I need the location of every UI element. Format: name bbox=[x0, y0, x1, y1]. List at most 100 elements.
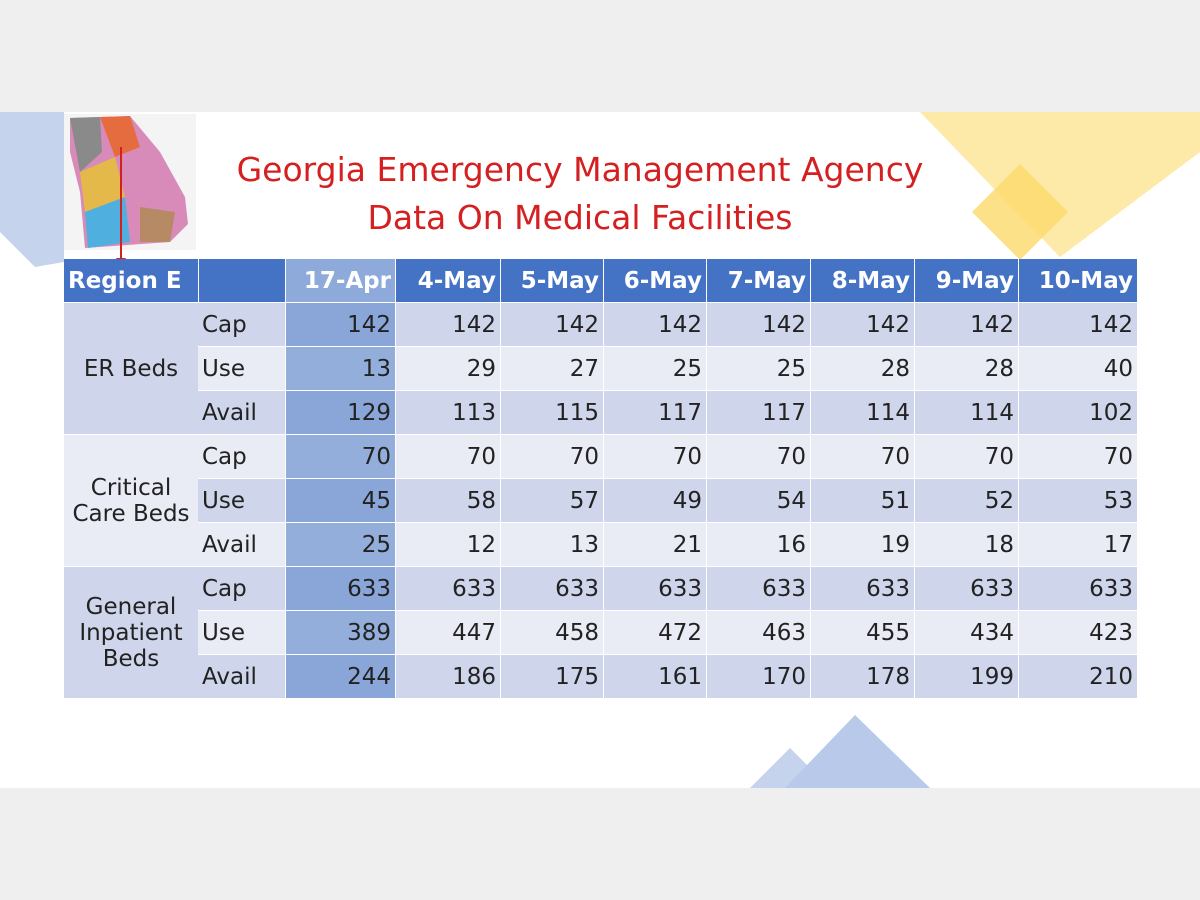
header-date: 10-May bbox=[1018, 259, 1137, 302]
header-date: 7-May bbox=[706, 259, 810, 302]
deco-triangle bbox=[785, 715, 930, 788]
row-label: Cap bbox=[198, 302, 285, 346]
map-region bbox=[140, 207, 175, 242]
value-cell: 12 bbox=[395, 522, 500, 566]
value-cell: 52 bbox=[914, 478, 1018, 522]
group-label: General Inpatient Beds bbox=[64, 566, 198, 698]
header-cell: Region E bbox=[64, 259, 198, 302]
header-cell bbox=[198, 259, 285, 302]
title-line: Georgia Emergency Management Agency bbox=[236, 150, 924, 189]
value-cell: 434 bbox=[914, 610, 1018, 654]
value-cell: 70 bbox=[706, 434, 810, 478]
row-label: Cap bbox=[198, 434, 285, 478]
value-cell: 54 bbox=[706, 478, 810, 522]
value-cell: 633 bbox=[914, 566, 1018, 610]
row-label: Use bbox=[198, 610, 285, 654]
value-cell: 102 bbox=[1018, 390, 1137, 434]
map-region bbox=[80, 157, 125, 212]
value-cell: 142 bbox=[500, 302, 603, 346]
value-cell: 447 bbox=[395, 610, 500, 654]
header-date: 4-May bbox=[395, 259, 500, 302]
header-date: 6-May bbox=[603, 259, 706, 302]
row-label: Use bbox=[198, 478, 285, 522]
value-cell: 29 bbox=[395, 346, 500, 390]
value-cell: 45 bbox=[285, 478, 395, 522]
value-cell: 170 bbox=[706, 654, 810, 698]
value-cell: 633 bbox=[603, 566, 706, 610]
value-cell: 25 bbox=[706, 346, 810, 390]
value-cell: 633 bbox=[500, 566, 603, 610]
value-cell: 199 bbox=[914, 654, 1018, 698]
value-cell: 117 bbox=[603, 390, 706, 434]
value-cell: 161 bbox=[603, 654, 706, 698]
row-label: Cap bbox=[198, 566, 285, 610]
value-cell: 129 bbox=[285, 390, 395, 434]
value-cell: 244 bbox=[285, 654, 395, 698]
group-label-line: General bbox=[85, 593, 177, 620]
header-date: 17-Apr bbox=[285, 259, 395, 302]
map-region bbox=[70, 117, 102, 172]
row-label: Avail bbox=[198, 654, 285, 698]
value-cell: 70 bbox=[395, 434, 500, 478]
value-cell: 19 bbox=[810, 522, 914, 566]
value-cell: 70 bbox=[285, 434, 395, 478]
value-cell: 633 bbox=[1018, 566, 1137, 610]
slide: Georgia Emergency Management Agency Data… bbox=[0, 112, 1200, 788]
value-cell: 113 bbox=[395, 390, 500, 434]
value-cell: 142 bbox=[395, 302, 500, 346]
value-cell: 142 bbox=[285, 302, 395, 346]
value-cell: 458 bbox=[500, 610, 603, 654]
value-cell: 117 bbox=[706, 390, 810, 434]
value-cell: 53 bbox=[1018, 478, 1137, 522]
value-cell: 25 bbox=[603, 346, 706, 390]
value-cell: 186 bbox=[395, 654, 500, 698]
value-cell: 70 bbox=[914, 434, 1018, 478]
value-cell: 57 bbox=[500, 478, 603, 522]
row-label: Avail bbox=[198, 390, 285, 434]
decorations bbox=[0, 112, 1200, 788]
value-cell: 49 bbox=[603, 478, 706, 522]
deco-diamond bbox=[972, 164, 1068, 260]
value-cell: 18 bbox=[914, 522, 1018, 566]
value-cell: 27 bbox=[500, 346, 603, 390]
value-cell: 633 bbox=[285, 566, 395, 610]
value-cell: 13 bbox=[285, 346, 395, 390]
group-label-line: Care Beds bbox=[72, 500, 190, 527]
header-date: 9-May bbox=[914, 259, 1018, 302]
value-cell: 28 bbox=[810, 346, 914, 390]
row-label: Avail bbox=[198, 522, 285, 566]
value-cell: 175 bbox=[500, 654, 603, 698]
group-label-line: ER Beds bbox=[83, 355, 179, 382]
value-cell: 455 bbox=[810, 610, 914, 654]
value-cell: 70 bbox=[810, 434, 914, 478]
value-cell: 51 bbox=[810, 478, 914, 522]
value-cell: 633 bbox=[395, 566, 500, 610]
value-cell: 17 bbox=[1018, 522, 1137, 566]
value-cell: 114 bbox=[914, 390, 1018, 434]
group-label-line: Inpatient bbox=[79, 619, 183, 646]
map-region bbox=[100, 116, 140, 157]
group-label-line: Critical bbox=[90, 474, 172, 501]
value-cell: 58 bbox=[395, 478, 500, 522]
value-cell: 40 bbox=[1018, 346, 1137, 390]
value-cell: 114 bbox=[810, 390, 914, 434]
group-label-line: Beds bbox=[102, 645, 160, 672]
value-cell: 423 bbox=[1018, 610, 1137, 654]
value-cell: 28 bbox=[914, 346, 1018, 390]
value-cell: 115 bbox=[500, 390, 603, 434]
value-cell: 142 bbox=[603, 302, 706, 346]
value-cell: 210 bbox=[1018, 654, 1137, 698]
header-date: 5-May bbox=[500, 259, 603, 302]
value-cell: 70 bbox=[1018, 434, 1137, 478]
value-cell: 142 bbox=[1018, 302, 1137, 346]
value-cell: 389 bbox=[285, 610, 395, 654]
deco-triangle bbox=[0, 112, 64, 267]
value-cell: 472 bbox=[603, 610, 706, 654]
title-line: Data On Medical Facilities bbox=[367, 198, 793, 237]
value-cell: 633 bbox=[810, 566, 914, 610]
value-cell: 142 bbox=[810, 302, 914, 346]
value-cell: 16 bbox=[706, 522, 810, 566]
map-region bbox=[85, 197, 130, 248]
value-cell: 70 bbox=[500, 434, 603, 478]
